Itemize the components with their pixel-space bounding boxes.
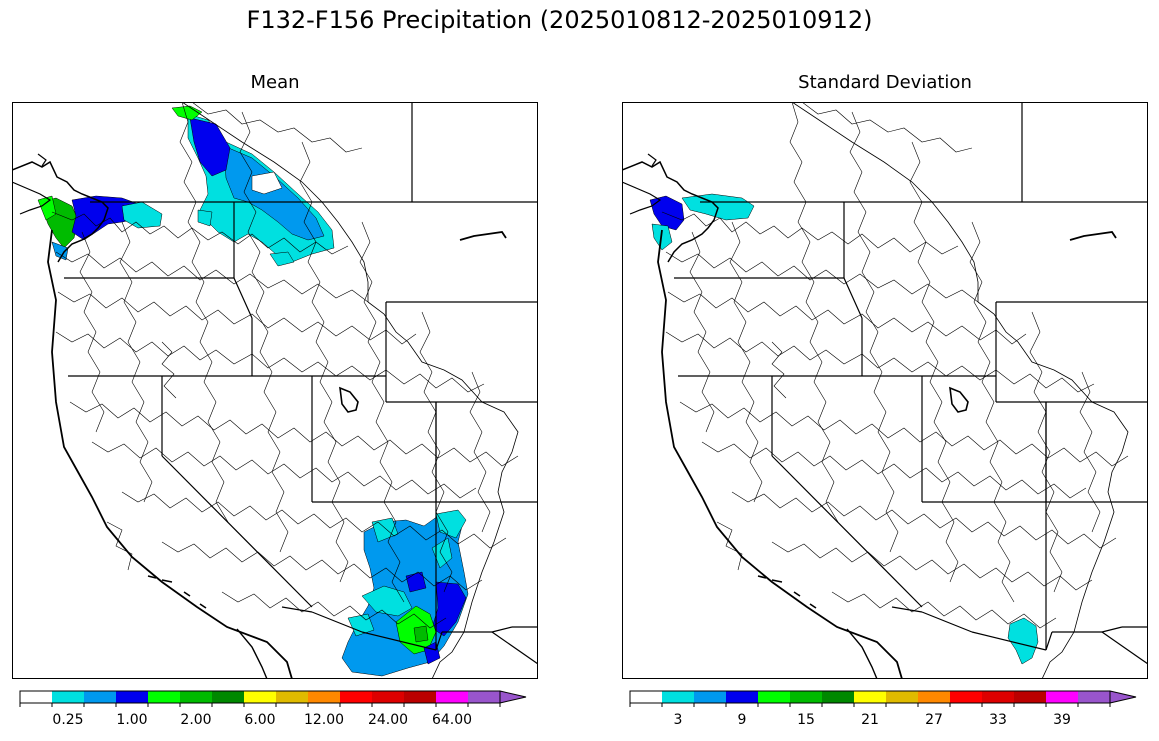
- figure-title: F132-F156 Precipitation (2025010812-2025…: [246, 6, 873, 34]
- colorbar-tick-label: 2.00: [180, 712, 212, 728]
- colorbar-swatch: [1046, 691, 1078, 703]
- mean-panel-title: Mean: [250, 72, 300, 93]
- colorbar-swatch: [116, 691, 148, 703]
- colorbar-swatch: [886, 691, 918, 703]
- colorbar-tick-label: 64.00: [431, 712, 473, 728]
- colorbar-swatch: [404, 691, 436, 703]
- colorbar-swatch: [662, 691, 694, 703]
- colorbar-swatch: [436, 691, 468, 703]
- colorbar-tick-label: 24.00: [367, 712, 409, 728]
- stddev-colorbar: 3 9 15 21 27 33 39: [628, 685, 1148, 741]
- stddev-map: [622, 102, 1148, 679]
- colorbar-extend-arrow: [1109, 690, 1137, 704]
- colorbar-tick-label: 0.25: [52, 712, 84, 728]
- stddev-panel: Standard Deviation: [622, 72, 1148, 682]
- colorbar-swatch: [918, 691, 950, 703]
- colorbar-tick-label: 27: [925, 712, 943, 728]
- colorbar-tick-label: 15: [797, 712, 815, 728]
- colorbar-swatch: [244, 691, 276, 703]
- colorbar-tick-label: 9: [737, 712, 747, 728]
- colorbar-swatch: [1014, 691, 1046, 703]
- colorbar-swatch: [790, 691, 822, 703]
- colorbar-swatch: [212, 691, 244, 703]
- colorbar-swatch: [20, 691, 52, 703]
- mean-map: [12, 102, 538, 679]
- puget-sound-region: [649, 195, 685, 231]
- stddev-panel-title: Standard Deviation: [798, 72, 972, 93]
- colorbar-tick-label: 1.00: [116, 712, 148, 728]
- colorbar-swatch: [180, 691, 212, 703]
- colorbar-swatch: [308, 691, 340, 703]
- colorbar-swatch: [148, 691, 180, 703]
- colorbar-swatch: [758, 691, 790, 703]
- colorbar-swatch: [694, 691, 726, 703]
- colorbar-swatch: [1078, 691, 1110, 703]
- colorbar-outline: [19, 690, 501, 704]
- colorbar-swatch: [982, 691, 1014, 703]
- colorbar-swatch: [950, 691, 982, 703]
- colorbar-swatch: [372, 691, 404, 703]
- colorbar-swatch: [854, 691, 886, 703]
- colorbar-swatch: [276, 691, 308, 703]
- colorbar-swatch: [630, 691, 662, 703]
- mean-colorbar: 0.25 1.00 2.00 6.00 12.00 24.00 64.00: [18, 685, 538, 741]
- colorbar-outline: [629, 690, 1111, 704]
- mean-colorbar-bar: [19, 690, 527, 707]
- colorbar-extend-arrow: [499, 690, 527, 704]
- colorbar-tick-label: 6.00: [244, 712, 276, 728]
- colorbar-swatch: [468, 691, 500, 703]
- colorbar-tick-label: 21: [861, 712, 879, 728]
- colorbar-swatch: [84, 691, 116, 703]
- colorbar-swatch: [726, 691, 758, 703]
- colorbar-tick-label: 3: [673, 712, 683, 728]
- mean-panel: Mean: [12, 72, 538, 682]
- colorbar-swatch: [822, 691, 854, 703]
- colorbar-tick-label: 39: [1053, 712, 1071, 728]
- colorbar-tick-label: 33: [989, 712, 1007, 728]
- colorbar-swatch: [52, 691, 84, 703]
- stddev-colorbar-bar: [629, 690, 1137, 707]
- colorbar-tick-label: 12.00: [303, 712, 345, 728]
- colorbar-swatch: [340, 691, 372, 703]
